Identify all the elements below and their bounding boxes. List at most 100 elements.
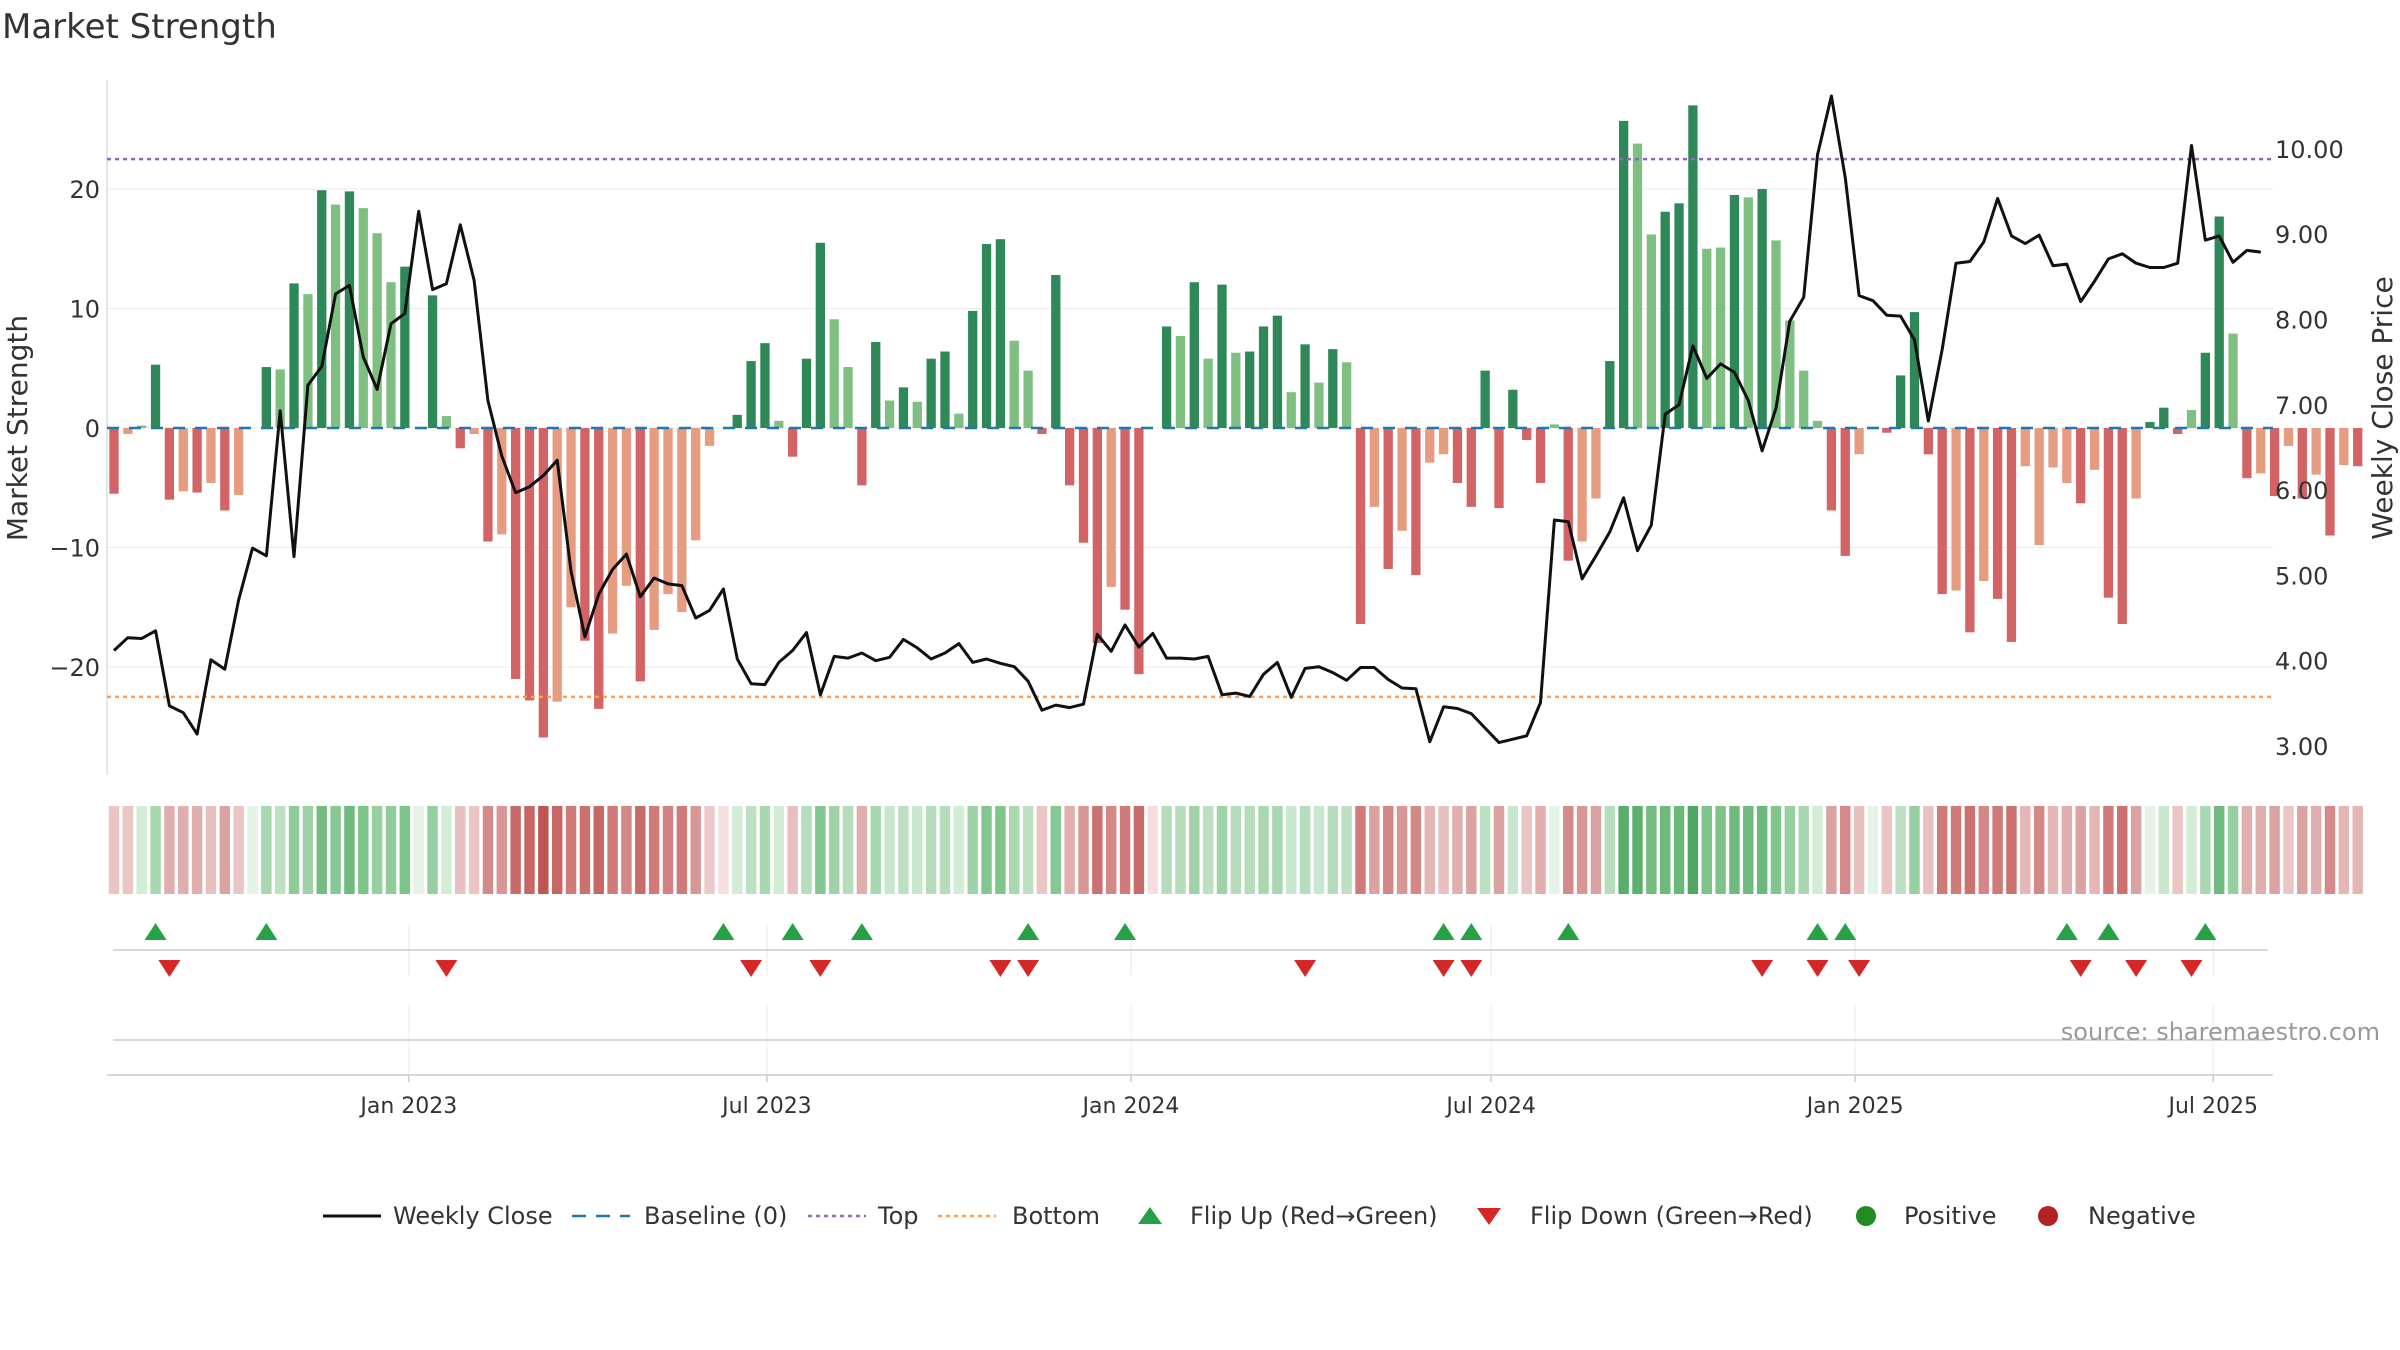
- heat-cell: [1009, 806, 1020, 894]
- heat-cell: [2269, 806, 2280, 894]
- x-tick-label: Jan 2024: [1081, 1094, 1180, 1119]
- flip-down-marker: [158, 960, 181, 977]
- strength-bar: [1314, 382, 1324, 428]
- strength-bar: [1909, 312, 1920, 428]
- legend-item: Top: [808, 1202, 919, 1230]
- strength-bar: [1743, 197, 1753, 428]
- strength-bar: [2145, 422, 2155, 428]
- strength-bar: [2325, 428, 2335, 536]
- heat-cell: [1576, 806, 1588, 894]
- strength-bar: [1549, 424, 1560, 428]
- heat-cell: [690, 806, 701, 894]
- strength-bar: [1660, 211, 1670, 428]
- strength-bar: [760, 343, 770, 428]
- heat-cell: [953, 806, 965, 894]
- flip-up-marker: [2194, 923, 2217, 940]
- strength-bar: [566, 428, 576, 608]
- legend-item: Negative: [2038, 1202, 2196, 1230]
- y-right-tick-label: 5.00: [2275, 562, 2328, 590]
- strength-bar: [995, 239, 1006, 428]
- strength-bar: [1175, 335, 1186, 428]
- strength-bar: [234, 428, 244, 495]
- flip-up-marker: [144, 923, 167, 940]
- strength-bar: [1272, 315, 1283, 428]
- strength-bar: [788, 428, 798, 457]
- heat-cell: [1438, 806, 1449, 894]
- strength-bar: [2048, 428, 2058, 468]
- heat-cell: [884, 806, 895, 894]
- strength-bar: [483, 428, 493, 542]
- strength-bar: [732, 414, 742, 428]
- strength-bar: [1577, 428, 1587, 542]
- strength-bar: [621, 428, 632, 586]
- strength-bar: [1203, 358, 1213, 428]
- heat-cell: [1355, 806, 1366, 894]
- x-tick-label: Jul 2023: [720, 1094, 812, 1119]
- strength-bar: [1231, 352, 1241, 428]
- flip-panel-grid: [408, 925, 2214, 1075]
- flip-up-marker: [2097, 923, 2120, 940]
- strength-bar: [303, 294, 313, 428]
- heat-cell: [1078, 806, 1089, 894]
- strength-bar: [1092, 428, 1102, 644]
- heat-cell: [1729, 806, 1740, 894]
- heat-cell: [745, 806, 757, 894]
- strength-bar: [469, 428, 479, 434]
- strength-bar: [1812, 420, 1823, 428]
- strength-bar: [1923, 428, 1933, 455]
- heat-cell: [441, 806, 452, 894]
- x-tick-label: Jan 2023: [358, 1094, 457, 1119]
- heat-cell: [967, 806, 978, 894]
- heat-cell: [579, 806, 591, 894]
- strength-bar: [1799, 370, 1809, 428]
- heat-cell: [1133, 806, 1145, 894]
- strength-bar: [2006, 428, 2017, 642]
- strength-bar: [109, 428, 119, 494]
- heat-cell: [1022, 806, 1034, 894]
- strength-bar: [150, 364, 161, 428]
- strength-bar: [2228, 333, 2238, 428]
- strength-bar: [1591, 428, 1601, 499]
- main-plot-area: 20 10 0 −10 −20 10.00 9.00 8.00 7.00 6.00 5.00 4.0…: [1, 80, 2399, 775]
- heat-cell: [995, 806, 1006, 894]
- heat-cell: [191, 806, 203, 894]
- strength-bar: [2353, 428, 2363, 467]
- legend-item: Positive: [1856, 1202, 1997, 1230]
- flip-down-marker: [809, 960, 832, 977]
- heat-cell: [1286, 806, 1297, 894]
- strength-bar: [1494, 428, 1504, 509]
- price-line-group: [112, 94, 2261, 745]
- strength-bar: [1425, 428, 1435, 463]
- strength-bar: [2256, 428, 2266, 474]
- heat-cell: [551, 806, 563, 894]
- heat-cell: [801, 806, 812, 894]
- strength-bar: [926, 358, 936, 428]
- strength-bar: [1757, 189, 1767, 428]
- strength-bar: [1217, 284, 1227, 428]
- flip-up-marker: [1834, 923, 1857, 940]
- heat-cell: [205, 806, 217, 894]
- heat-cell: [2033, 806, 2045, 894]
- heat-cell: [1507, 806, 1519, 894]
- x-tick-label: Jul 2024: [1444, 1094, 1536, 1119]
- y-right-tick-label: 3.00: [2275, 733, 2328, 761]
- strength-bar: [2034, 428, 2044, 546]
- y-left-tick-label: −10: [49, 535, 100, 563]
- heat-cell: [288, 806, 300, 894]
- heat-cell: [1853, 806, 1865, 894]
- strength-bar: [1702, 248, 1712, 428]
- heat-cell: [1258, 806, 1269, 894]
- flip-down-marker: [2125, 960, 2148, 977]
- y-axis-left-label: Market Strength: [1, 315, 34, 541]
- heat-cell: [247, 806, 258, 894]
- heat-cell: [593, 806, 604, 894]
- heat-cell: [856, 806, 868, 894]
- heat-cell: [1535, 806, 1546, 894]
- strength-bar: [649, 428, 659, 630]
- strength-bar: [1937, 428, 1947, 595]
- strength-bar: [815, 242, 825, 428]
- heat-cell: [1424, 806, 1435, 894]
- strength-bar: [981, 243, 992, 428]
- heat-cell: [413, 806, 424, 894]
- y-axis-left-ticks: 20 10 0 −10 −20: [49, 176, 100, 682]
